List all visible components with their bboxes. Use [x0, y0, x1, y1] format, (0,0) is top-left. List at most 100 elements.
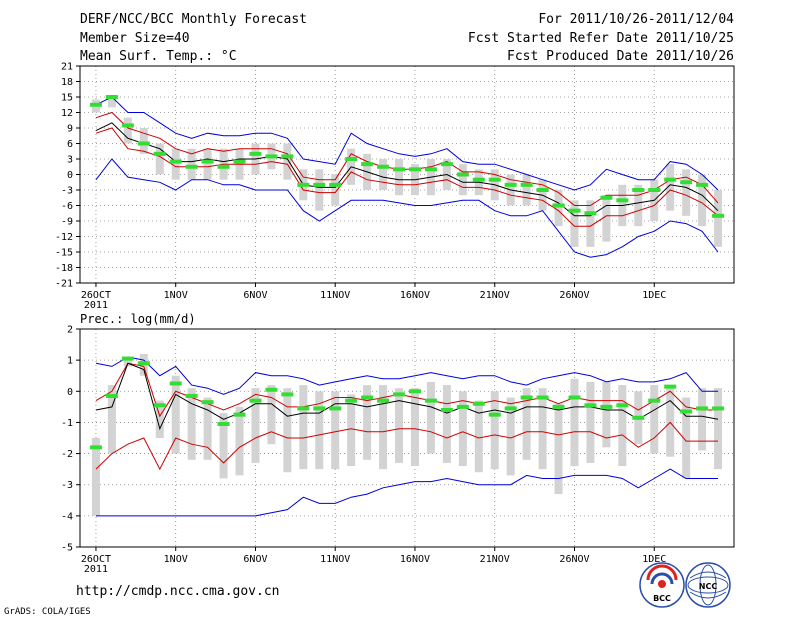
precip-range-box — [187, 388, 196, 460]
precip-observed-marker — [696, 406, 709, 411]
bcc-logo: BCC — [639, 562, 685, 608]
precip-range-box — [474, 400, 483, 473]
temp-range-box — [666, 164, 675, 211]
precip-ytick-label: -2 — [61, 449, 73, 460]
temp-ytick-label: 15 — [61, 93, 73, 104]
forecast-period: For 2011/10/26-2011/12/04 — [538, 12, 734, 27]
temp-observed-marker — [632, 188, 645, 192]
temp-xtick-label: 6NOV — [243, 290, 267, 301]
precip-xtick-label: 26OCT — [81, 554, 111, 565]
precip-observed-marker — [584, 403, 597, 408]
precip-range-box — [123, 357, 132, 367]
precip-ytick-label: -4 — [61, 511, 73, 522]
variable-label: Mean Surf. Temp.: °C — [80, 49, 237, 64]
source-url[interactable]: http://cmdp.ncc.cma.gov.cn — [76, 584, 280, 599]
temp-xtick-label: 26OCT — [81, 290, 111, 301]
temp-observed-marker — [361, 162, 374, 167]
temp-ytick-label: -15 — [55, 248, 73, 259]
precip-range-box — [315, 391, 324, 470]
precip-observed-marker — [472, 401, 485, 406]
precip-range-box — [570, 378, 579, 467]
temp-observed-marker — [664, 177, 677, 182]
precip-observed-marker — [377, 398, 390, 403]
precip-range-box — [283, 388, 292, 473]
precip-range-box — [235, 406, 244, 476]
temp-range-box — [522, 174, 531, 206]
precip-observed-marker — [712, 406, 725, 411]
precip-range-box — [698, 388, 707, 451]
precip-range-box — [682, 397, 691, 479]
temp-observed-marker — [552, 203, 565, 208]
temp-observed-marker — [217, 164, 230, 169]
temp-observed-marker — [105, 95, 118, 99]
temp-range-box — [283, 143, 292, 180]
temp-range-box — [187, 148, 196, 180]
precip-range-box — [395, 388, 404, 463]
temp-range-box — [203, 148, 212, 180]
temp-observed-marker — [600, 195, 613, 200]
precip-range-box — [219, 413, 228, 479]
precip-range-box — [522, 388, 531, 460]
temp-ytick-label: -9 — [61, 217, 73, 228]
precip-xtick-sublabel: 2011 — [84, 564, 108, 575]
temp-range-box — [171, 148, 180, 180]
temp-ytick-label: 18 — [61, 77, 73, 88]
precip-ensemble-min-line — [96, 468, 718, 517]
temp-observed-marker — [696, 182, 709, 187]
precip-observed-marker — [201, 400, 214, 405]
temp-observed-marker — [504, 182, 517, 187]
temp-observed-marker — [408, 167, 421, 172]
temp-range-box — [698, 174, 707, 227]
temp-range-box — [123, 117, 132, 144]
temp-observed-marker — [648, 188, 661, 192]
temp-observed-marker — [472, 177, 485, 182]
bcc-logo-text: BCC — [653, 594, 671, 603]
temp-observed-marker — [153, 151, 166, 156]
precip-observed-marker — [440, 407, 453, 412]
precip-ytick-label: 2 — [67, 325, 73, 336]
precip-range-box — [426, 381, 435, 454]
precip-range-box — [442, 385, 451, 463]
ncc-logo-text: NCC — [699, 582, 718, 591]
temp-upper-spread-line — [95, 111, 719, 206]
temp-observed-marker — [456, 172, 469, 177]
temp-observed-marker — [584, 211, 597, 216]
precip-observed-marker — [568, 395, 581, 400]
precip-xtick-label: 11NOV — [320, 554, 350, 565]
precip-range-box — [586, 381, 595, 463]
temp-range-box — [331, 174, 340, 206]
temp-ytick-label: 0 — [67, 170, 73, 181]
temp-ytick-label: -6 — [61, 201, 73, 212]
temp-observed-marker — [440, 162, 453, 167]
precip-observed-marker — [408, 389, 421, 394]
precip-range-box — [155, 400, 164, 438]
precip-observed-marker — [361, 395, 374, 400]
precip-observed-marker — [424, 398, 437, 403]
precip-observed-marker — [281, 392, 294, 397]
precip-ytick-label: 1 — [67, 356, 73, 367]
temp-range-box — [570, 200, 579, 247]
temp-observed-marker — [201, 159, 214, 164]
precip-observed-marker — [456, 404, 469, 409]
temp-observed-marker — [233, 159, 246, 164]
precip-range-box — [171, 375, 180, 454]
precip-xtick-label: 6NOV — [243, 554, 267, 565]
precip-observed-marker — [105, 393, 118, 398]
precip-observed-marker — [89, 445, 102, 450]
precip-observed-marker — [520, 395, 533, 400]
precip-xtick-label: 1NOV — [164, 554, 188, 565]
precip-range-box — [602, 381, 611, 448]
temp-observed-marker — [121, 123, 134, 128]
temp-ytick-label: 3 — [67, 155, 73, 166]
temp-observed-marker — [297, 182, 310, 187]
precip-observed-marker — [632, 415, 645, 420]
temp-xtick-label: 21NOV — [480, 290, 510, 301]
precip-observed-marker — [137, 361, 150, 366]
precip-range-box — [107, 385, 116, 454]
temp-xtick-label: 26NOV — [559, 290, 589, 301]
temp-observed-marker — [169, 159, 182, 164]
precip-observed-marker — [297, 406, 310, 411]
precip-observed-marker — [600, 404, 613, 409]
precip-range-box — [714, 388, 723, 470]
precip-ensemble-mean-line — [95, 362, 719, 431]
